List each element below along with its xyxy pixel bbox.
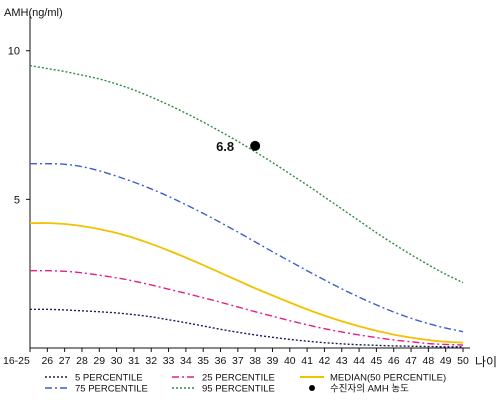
marker-layer: 6.8 <box>216 139 261 154</box>
x-tick-label: 39 <box>267 355 279 367</box>
x-tick-label: 27 <box>59 355 71 367</box>
x-tick-label: 47 <box>405 355 417 367</box>
x-tick-label: 16-25 <box>3 355 30 367</box>
x-tick-label: 26 <box>41 355 53 367</box>
legend-label: 5 PERCENTILE <box>75 373 143 384</box>
x-tick-label: 31 <box>128 355 140 367</box>
x-tick-label: 50 <box>457 355 469 367</box>
x-tick-label: 33 <box>163 355 175 367</box>
legend-marker-swatch <box>309 385 315 391</box>
x-tick-label: 34 <box>180 355 192 367</box>
x-tick-label: 36 <box>215 355 227 367</box>
series-line <box>29 64 464 284</box>
x-tick-label: 42 <box>319 355 331 367</box>
legend-label: 75 PERCENTILE <box>75 384 148 395</box>
legend-label: 수진자의 AMH 농도 <box>330 384 409 395</box>
patient-marker-label: 6.8 <box>216 139 234 154</box>
legend-label: MEDIAN(50 PERCENTILE) <box>330 373 446 384</box>
y-axis-label: AMH(ng/ml) <box>4 7 63 19</box>
x-tick-label: 49 <box>440 355 452 367</box>
series-line <box>29 269 464 346</box>
x-tick-label: 43 <box>336 355 348 367</box>
x-tick-label: 38 <box>249 355 261 367</box>
x-tick-label: 35 <box>197 355 209 367</box>
x-tick-label: 28 <box>76 355 88 367</box>
x-tick-label: 48 <box>423 355 435 367</box>
patient-marker <box>250 140 261 151</box>
series-line <box>29 162 464 333</box>
x-tick-label: 46 <box>388 355 400 367</box>
x-tick-label: 40 <box>284 355 296 367</box>
x-tick-label: 41 <box>301 355 313 367</box>
series-layer <box>29 64 464 348</box>
series-line <box>29 308 464 348</box>
x-tick-label: 29 <box>93 355 105 367</box>
axes: 5 10 16-25 26 27 28 29 30 31 32 33 34 35 36 37 38 39 40 41… <box>3 14 470 367</box>
x-tick-label: 37 <box>232 355 244 367</box>
x-tick-label: 44 <box>353 355 365 367</box>
legend-label: 25 PERCENTILE <box>202 373 275 384</box>
series-line <box>29 222 464 344</box>
x-tick-label: 45 <box>371 355 383 367</box>
legend-label: 95 PERCENTILE <box>202 384 275 395</box>
y-tick-label: 10 <box>8 46 20 58</box>
x-tick-label: 32 <box>145 355 157 367</box>
x-tick-label: 30 <box>111 355 123 367</box>
y-tick-label: 5 <box>14 194 20 206</box>
legend: 5 PERCENTILE 25 PERCENTILE MEDIAN(50 PERCE… <box>45 373 446 395</box>
x-axis-label: 나이 <box>475 355 497 369</box>
